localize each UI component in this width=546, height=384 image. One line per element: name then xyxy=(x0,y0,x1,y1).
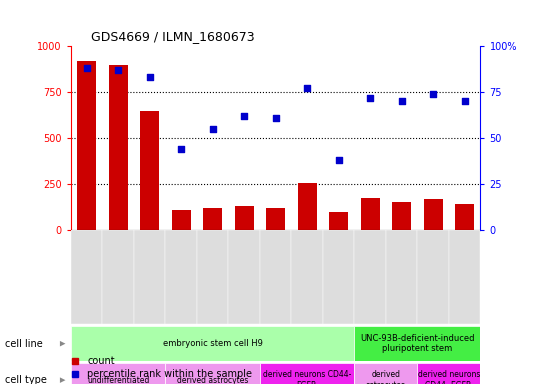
Bar xyxy=(71,326,354,361)
Text: count: count xyxy=(87,356,115,366)
Bar xyxy=(424,199,443,230)
Bar xyxy=(298,184,317,230)
Bar xyxy=(71,363,165,384)
Bar xyxy=(361,198,379,230)
Text: undifferentiated: undifferentiated xyxy=(87,376,150,384)
Bar xyxy=(134,230,165,324)
Bar xyxy=(165,363,260,384)
Point xyxy=(303,85,312,91)
Point xyxy=(429,91,437,97)
Text: UNC-93B-deficient-induced
pluripotent stem: UNC-93B-deficient-induced pluripotent st… xyxy=(360,334,474,353)
Text: cell type: cell type xyxy=(5,375,48,384)
Bar xyxy=(292,230,323,324)
Bar xyxy=(418,230,449,324)
Text: derived astrocytes: derived astrocytes xyxy=(177,376,248,384)
Bar xyxy=(140,111,159,230)
Text: derived neurons
CD44- EGFR-: derived neurons CD44- EGFR- xyxy=(418,371,480,384)
Bar xyxy=(71,230,103,324)
Bar xyxy=(260,230,292,324)
Bar xyxy=(165,230,197,324)
Text: embryonic stem cell H9: embryonic stem cell H9 xyxy=(163,339,263,348)
Text: GDS4669 / ILMN_1680673: GDS4669 / ILMN_1680673 xyxy=(92,30,255,43)
Bar xyxy=(354,230,386,324)
Point xyxy=(240,113,248,119)
Bar xyxy=(329,212,348,230)
Bar xyxy=(323,230,354,324)
Bar xyxy=(260,363,354,384)
Point xyxy=(82,65,91,71)
Bar xyxy=(449,230,480,324)
Bar xyxy=(354,326,480,361)
Text: derived
astrocytes: derived astrocytes xyxy=(366,371,406,384)
Bar xyxy=(418,363,480,384)
Text: cell line: cell line xyxy=(5,339,43,349)
Bar xyxy=(203,208,222,230)
Bar xyxy=(197,230,228,324)
Bar xyxy=(235,207,254,230)
Text: percentile rank within the sample: percentile rank within the sample xyxy=(87,369,252,379)
Point xyxy=(114,67,123,73)
Bar xyxy=(78,61,96,230)
Bar xyxy=(109,65,128,230)
Point xyxy=(271,115,280,121)
Bar xyxy=(392,202,411,230)
Bar xyxy=(455,204,474,230)
Bar xyxy=(228,230,260,324)
Point xyxy=(397,98,406,104)
Point xyxy=(334,157,343,164)
Point xyxy=(177,146,186,152)
Bar xyxy=(354,363,418,384)
Point xyxy=(145,74,154,81)
Point xyxy=(460,98,469,104)
Point xyxy=(366,94,375,101)
Bar xyxy=(172,210,191,230)
Bar xyxy=(266,208,285,230)
Bar xyxy=(103,230,134,324)
Text: derived neurons CD44-
EGFR-: derived neurons CD44- EGFR- xyxy=(263,371,352,384)
Point xyxy=(209,126,217,132)
Bar xyxy=(386,230,418,324)
